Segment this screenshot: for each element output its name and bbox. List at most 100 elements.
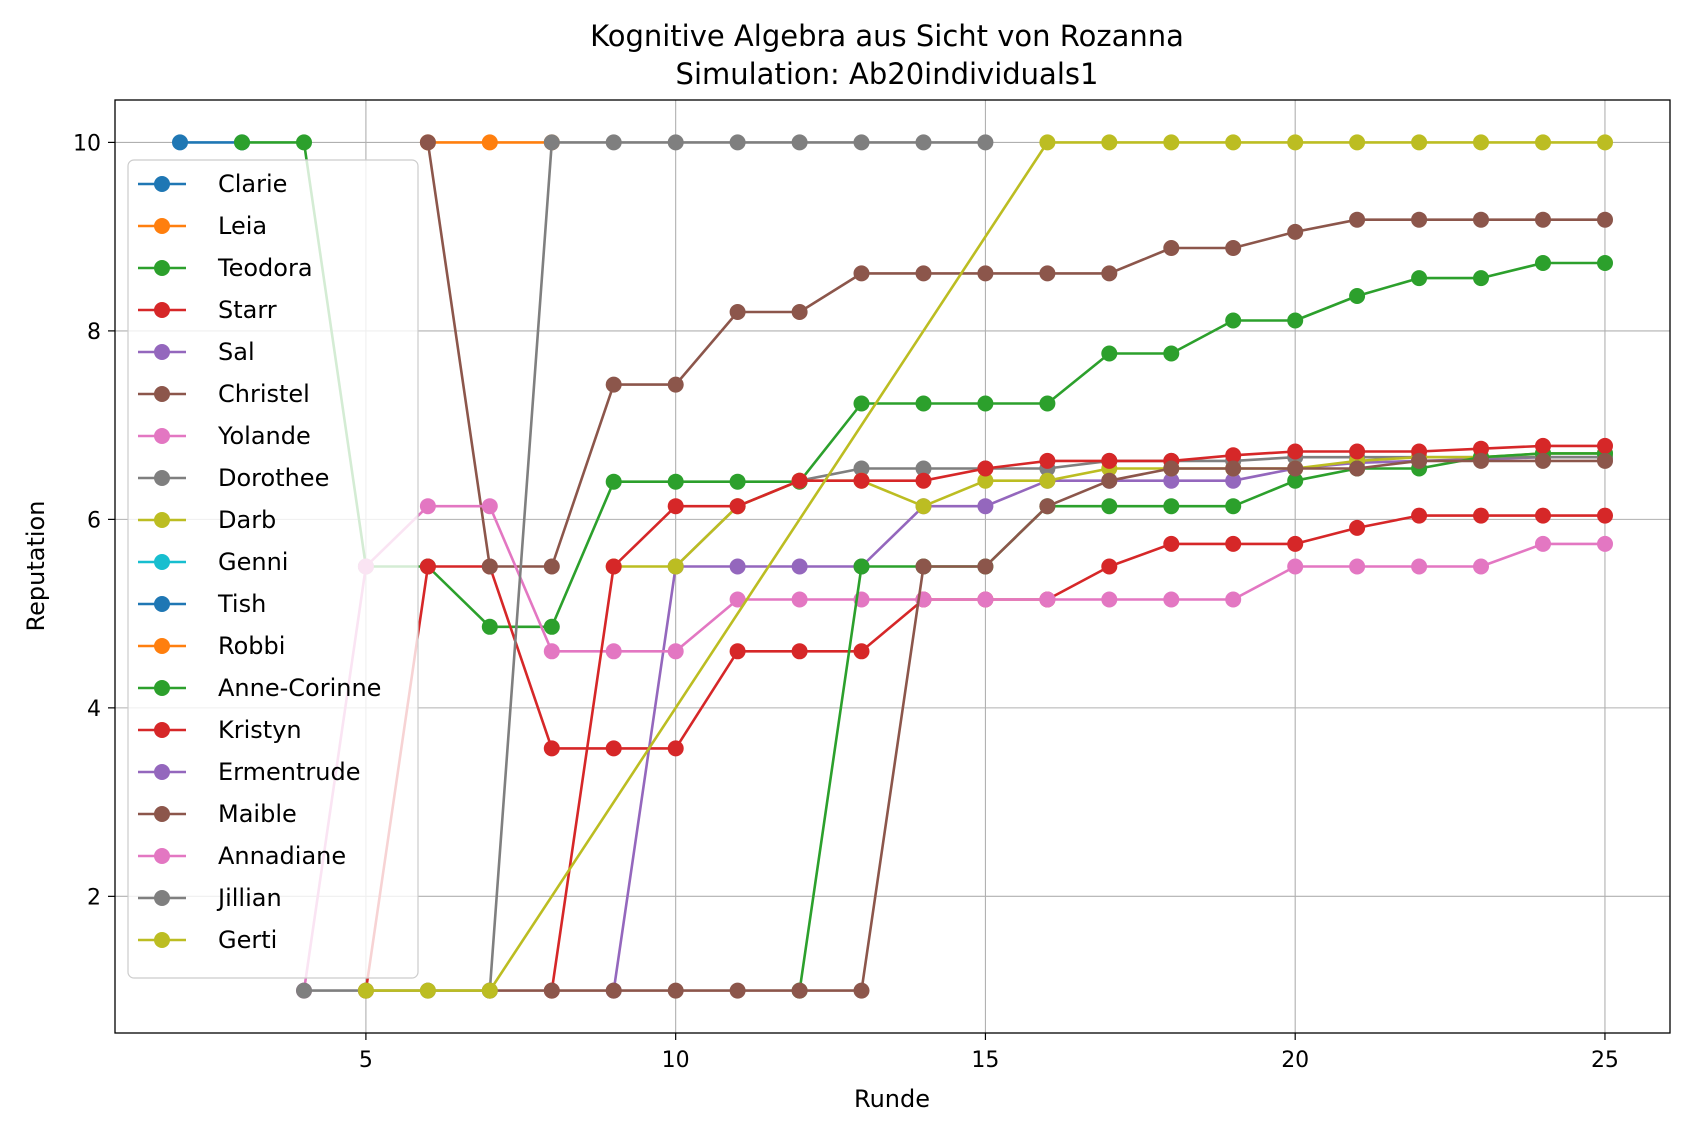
data-point (1225, 240, 1242, 256)
data-point (1473, 440, 1489, 457)
data-point (791, 558, 808, 575)
data-point (977, 498, 994, 515)
x-tick-label: 15 (971, 1048, 999, 1073)
data-point (1163, 345, 1180, 362)
y-tick-label: 8 (87, 320, 101, 345)
data-point (543, 134, 560, 151)
data-point (1225, 498, 1242, 515)
data-point (1101, 345, 1118, 362)
data-point (853, 134, 870, 151)
data-point (605, 740, 622, 757)
data-point (605, 473, 622, 490)
data-point (481, 134, 498, 151)
legend-item: Annadiane (138, 842, 346, 870)
x-tick-label: 10 (662, 1048, 690, 1073)
data-point (977, 395, 994, 412)
data-point (1597, 535, 1613, 552)
data-point (853, 558, 870, 575)
data-point (667, 376, 684, 393)
data-point (1287, 134, 1304, 151)
data-point (1101, 452, 1118, 469)
legend-marker (154, 428, 170, 444)
data-point (543, 643, 560, 660)
x-tick-label: 25 (1591, 1048, 1619, 1073)
data-point (605, 643, 622, 660)
data-point (1349, 134, 1366, 151)
data-point (1225, 447, 1242, 464)
data-point (667, 558, 684, 575)
data-point (853, 395, 870, 412)
legend-label: Sal (218, 338, 255, 366)
data-point (481, 982, 498, 999)
data-point (1411, 134, 1428, 151)
data-point (729, 498, 746, 515)
data-point (1349, 460, 1366, 477)
data-point (357, 982, 374, 999)
series-maible (481, 452, 1613, 999)
legend-label: Jillian (216, 884, 282, 912)
legend-label: Annadiane (218, 842, 346, 870)
y-tick-label: 6 (87, 508, 101, 533)
data-point (915, 498, 932, 515)
data-point (296, 982, 312, 999)
data-point (1597, 255, 1613, 271)
legend-label: Genni (218, 548, 288, 576)
legend-label: Christel (218, 380, 310, 408)
data-point (1473, 134, 1489, 151)
legend-marker (154, 890, 170, 906)
data-point (1163, 460, 1180, 477)
plot-frame (114, 99, 1671, 1034)
data-point (1535, 255, 1551, 271)
legend-item: Tish (138, 590, 266, 618)
data-point (543, 982, 560, 999)
data-point (1473, 558, 1489, 575)
legend-item: Jillian (138, 884, 282, 912)
legend-marker (154, 638, 170, 654)
data-point (729, 304, 746, 320)
data-point (1411, 452, 1428, 469)
data-point (791, 472, 808, 489)
data-point (605, 134, 622, 151)
legend-marker (154, 932, 170, 948)
data-point (791, 643, 808, 660)
data-point (729, 558, 746, 575)
data-point (543, 618, 560, 635)
legend-item: Starr (138, 296, 277, 324)
chart-subtitle: Simulation: Ab20individuals1 (676, 57, 1099, 91)
data-point (1101, 134, 1118, 151)
data-point (791, 134, 808, 151)
legend-label: Maible (218, 800, 297, 828)
data-point (1597, 134, 1613, 151)
data-point (1101, 498, 1118, 515)
data-point (791, 304, 808, 320)
y-tick-label: 2 (87, 885, 101, 910)
data-point (1349, 558, 1366, 575)
legend-label: Anne-Corinne (218, 674, 381, 702)
legend-marker (154, 386, 170, 402)
data-point (1349, 443, 1366, 460)
legend-label: Tish (217, 590, 266, 618)
data-point (605, 982, 622, 999)
data-point (419, 982, 436, 999)
legend-label: Dorothee (218, 464, 329, 492)
data-point (543, 740, 560, 757)
data-point (419, 134, 436, 151)
legend-label: Starr (218, 296, 277, 324)
data-point (1039, 265, 1056, 282)
data-point (977, 265, 994, 282)
data-point (853, 982, 870, 999)
legend-marker (154, 344, 170, 360)
legend-item: Yolande (138, 422, 311, 450)
data-point (1535, 211, 1551, 228)
x-tick-label: 20 (1281, 1048, 1309, 1073)
legend-marker (154, 722, 170, 738)
data-point (915, 460, 932, 477)
legend-item: Christel (138, 380, 310, 408)
data-point (296, 134, 312, 151)
data-point (1039, 395, 1056, 412)
data-point (915, 265, 932, 282)
ticks: 5 10 15 20 25 2 4 6 8 10 (73, 131, 1619, 1073)
data-point (791, 982, 808, 999)
data-point (1287, 460, 1304, 477)
data-point (1225, 312, 1242, 329)
